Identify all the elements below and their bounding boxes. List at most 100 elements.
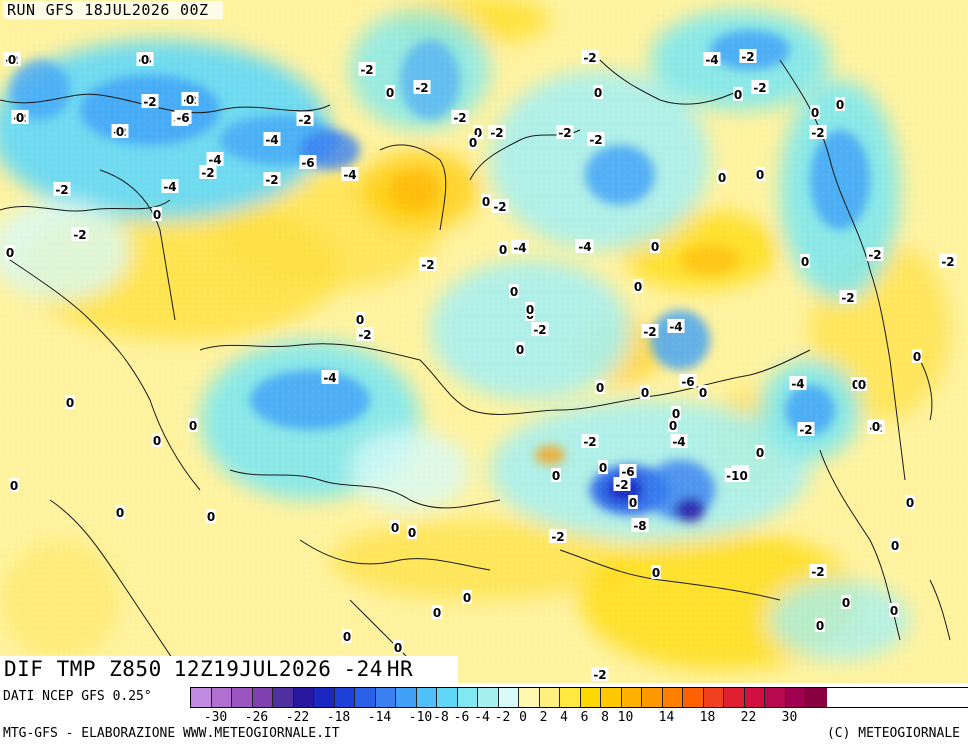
contour-label: 0 <box>355 312 365 327</box>
svg-text:-2: -2 <box>415 81 428 95</box>
svg-text:0: 0 <box>153 208 161 222</box>
svg-text:0: 0 <box>913 350 921 364</box>
legend-tick: -22 <box>285 710 310 725</box>
contour-label: -2 <box>71 227 89 242</box>
contour-label: 0 <box>733 87 743 102</box>
run-word: RUN <box>7 1 36 19</box>
svg-text:0: 0 <box>699 386 707 400</box>
svg-text:0: 0 <box>499 243 507 257</box>
contour-label: -2 <box>263 172 281 187</box>
legend-swatch <box>703 688 724 707</box>
legend-tick: 14 <box>658 710 675 725</box>
svg-text:0: 0 <box>153 434 161 448</box>
legend-swatch <box>396 688 417 707</box>
legend-swatch <box>683 688 704 707</box>
contour-label: 0 <box>65 395 75 410</box>
contour-label: 0 <box>206 509 216 524</box>
svg-text:-4: -4 <box>791 377 804 391</box>
contour-label: 0 <box>481 194 491 209</box>
contour-label: -2 <box>531 322 549 337</box>
legend-tick-labels: -30 -26 -22 -18 -14 -10 -8 -6 -4 -2 0 2 4 6 8 10 14 18 22 3… <box>190 708 968 726</box>
contour-label: 0 <box>668 418 678 433</box>
svg-text:-2: -2 <box>421 258 434 272</box>
contour-label: -4 <box>263 132 281 147</box>
svg-text:0: 0 <box>391 521 399 535</box>
contour-label: 0 <box>115 124 125 139</box>
contour-label: -2 <box>358 62 376 77</box>
svg-text:0: 0 <box>189 419 197 433</box>
contour-label: -2 <box>809 564 827 579</box>
svg-text:-2: -2 <box>493 200 506 214</box>
contour-label: -4 <box>667 319 685 334</box>
legend-swatch <box>560 688 581 707</box>
legend-swatch <box>662 688 683 707</box>
svg-text:-4: -4 <box>265 133 278 147</box>
svg-text:-2: -2 <box>358 328 371 342</box>
svg-text:0: 0 <box>66 396 74 410</box>
contour-labels-layer: -2-4-2-2-2-4-2-2-6-6-4-4-2-4-2-2-2-2-4-2… <box>3 49 957 682</box>
contour-label: 0 <box>9 478 19 493</box>
contour-label: -2 <box>797 422 815 437</box>
svg-text:-2: -2 <box>533 323 546 337</box>
contour-label: 0 <box>890 538 900 553</box>
contour-label: -2 <box>491 199 509 214</box>
legend-tick: 6 <box>580 710 589 725</box>
svg-text:0: 0 <box>463 591 471 605</box>
legend-tick: -14 <box>367 710 392 725</box>
contour-label: 0 <box>841 595 851 610</box>
contour-label: -4 <box>576 239 594 254</box>
svg-text:-2: -2 <box>73 228 86 242</box>
contour-label: -4 <box>703 52 721 67</box>
contour-label: 0 <box>385 85 395 100</box>
contour-label: 0 <box>800 254 810 269</box>
contour-label: 0 <box>115 505 125 520</box>
svg-text:-4: -4 <box>343 168 356 182</box>
svg-text:0: 0 <box>386 86 394 100</box>
svg-text:-2: -2 <box>490 126 503 140</box>
svg-text:0: 0 <box>141 53 149 67</box>
contour-label: -2 <box>199 165 217 180</box>
contour-label: -2 <box>451 110 469 125</box>
legend-swatch <box>806 688 827 707</box>
svg-text:0: 0 <box>718 171 726 185</box>
borders-layer <box>0 59 951 671</box>
svg-text:0: 0 <box>842 596 850 610</box>
contour-label: 0 <box>633 279 643 294</box>
legend-tick: 8 <box>601 710 609 725</box>
svg-text:0: 0 <box>629 496 637 510</box>
contour-label: 0 <box>815 618 825 633</box>
contour-label: -8 <box>631 518 649 533</box>
legend-swatch <box>375 688 396 707</box>
svg-text:-2: -2 <box>615 478 628 492</box>
legend-tick: -2 <box>494 710 511 725</box>
svg-text:0: 0 <box>552 469 560 483</box>
contour-label: -2 <box>739 49 757 64</box>
model-name: GFS <box>45 1 75 19</box>
svg-text:-4: -4 <box>669 320 682 334</box>
contour-label: -2 <box>413 80 431 95</box>
contour-label: 0 <box>755 445 765 460</box>
contour-label: -2 <box>53 182 71 197</box>
svg-text:0: 0 <box>890 604 898 618</box>
contour-label: -4 <box>789 376 807 391</box>
legend-swatch <box>437 688 458 707</box>
svg-text:-4: -4 <box>705 53 718 67</box>
contour-label: -2 <box>356 327 374 342</box>
svg-text:-4: -4 <box>208 153 221 167</box>
svg-text:-2: -2 <box>551 530 564 544</box>
svg-text:0: 0 <box>801 255 809 269</box>
contour-label: 0 <box>593 85 603 100</box>
contour-label: 0 <box>152 433 162 448</box>
svg-text:0: 0 <box>469 136 477 150</box>
legend-swatch <box>519 688 540 707</box>
valid-time: 12Z19JUL2026 <box>173 657 332 681</box>
svg-text:0: 0 <box>594 86 602 100</box>
contour-label: -4 <box>206 152 224 167</box>
contour-label: 0 <box>889 603 899 618</box>
contour-label: 0 <box>595 380 605 395</box>
legend-tick: -4 <box>474 710 490 725</box>
svg-text:-2: -2 <box>841 291 854 305</box>
contour-label: 0 <box>640 385 650 400</box>
legend-swatch <box>334 688 355 707</box>
svg-text:0: 0 <box>516 343 524 357</box>
